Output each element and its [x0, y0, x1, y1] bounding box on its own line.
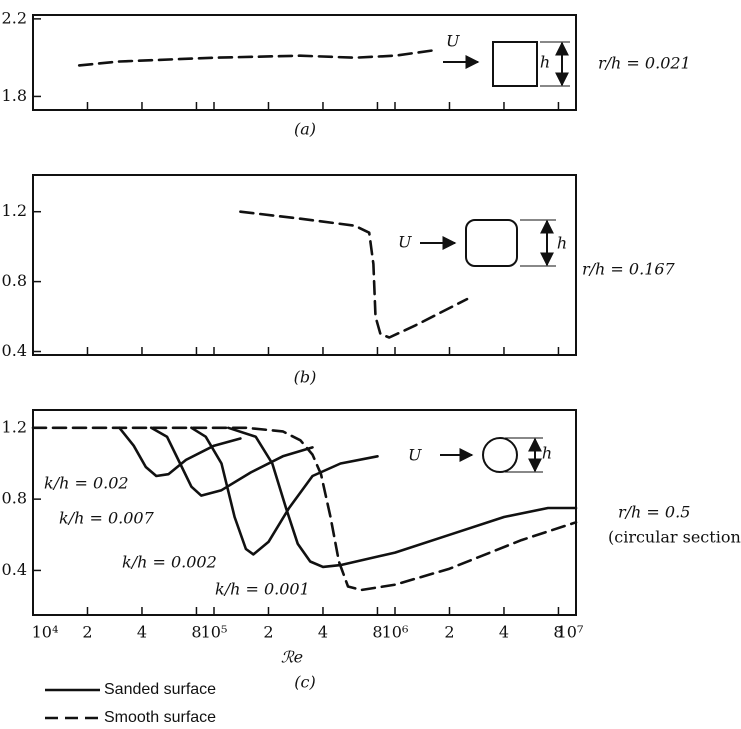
annotation: r/h = 0.021: [598, 54, 691, 73]
panel-caption: (b): [294, 368, 317, 387]
annotation: r/h = 0.167: [582, 260, 676, 279]
annotation: h: [540, 53, 550, 72]
annotation: k/h = 0.02: [44, 474, 129, 493]
y-tick-label: 0.8: [2, 489, 27, 508]
annotation: U: [446, 32, 460, 51]
data-line: [118, 426, 578, 569]
y-tick-label: 2.2: [2, 8, 27, 27]
sketch-a: [443, 41, 570, 87]
x-tick-label: 2: [82, 623, 92, 642]
panel-caption: (c): [294, 673, 315, 692]
annotation: U: [408, 446, 422, 465]
panel-caption: (a): [294, 120, 316, 139]
x-tick-label: 10⁶: [382, 623, 409, 642]
annotation: k/h = 0.001: [215, 580, 310, 599]
annotation: h: [557, 234, 567, 253]
plot-frame: [32, 14, 577, 111]
annotation: (circular section): [608, 528, 741, 547]
y-tick-label: 0.4: [2, 341, 27, 360]
data-line: [77, 48, 438, 67]
y-tick-label: 0.8: [2, 271, 27, 290]
x-tick-label: 4: [318, 623, 328, 642]
x-tick-label: 8: [553, 623, 563, 642]
x-tick-label: 10⁵: [201, 623, 228, 642]
x-tick-label: 4: [499, 623, 509, 642]
plot-frame: [32, 409, 577, 616]
sketch-c: [440, 437, 543, 473]
sketch-b: [420, 219, 556, 267]
legend-label: Sanded surface: [104, 681, 216, 698]
annotation: U: [398, 233, 412, 252]
annotation: h: [542, 444, 552, 463]
data-line: [239, 210, 469, 339]
plot-frame: [32, 174, 577, 356]
x-tick-label: 2: [444, 623, 454, 642]
x-tick-label: 8: [372, 623, 382, 642]
x-axis-label: ℛe: [281, 648, 303, 667]
x-tick-label: 4: [137, 623, 147, 642]
legend-label: Smooth surface: [104, 709, 216, 726]
annotation: k/h = 0.002: [122, 553, 217, 572]
y-tick-label: 1.2: [2, 417, 27, 436]
annotation: k/h = 0.007: [59, 509, 155, 528]
x-tick-label: 2: [263, 623, 273, 642]
x-tick-label: 8: [191, 623, 201, 642]
y-tick-label: 1.2: [2, 201, 27, 220]
x-tick-label: 10⁴: [32, 623, 59, 642]
y-tick-label: 1.8: [2, 86, 27, 105]
annotation: r/h = 0.5: [618, 503, 690, 522]
y-tick-label: 0.4: [2, 560, 27, 579]
x-tick-label: 10⁷: [557, 623, 584, 642]
data-line: [31, 426, 578, 592]
